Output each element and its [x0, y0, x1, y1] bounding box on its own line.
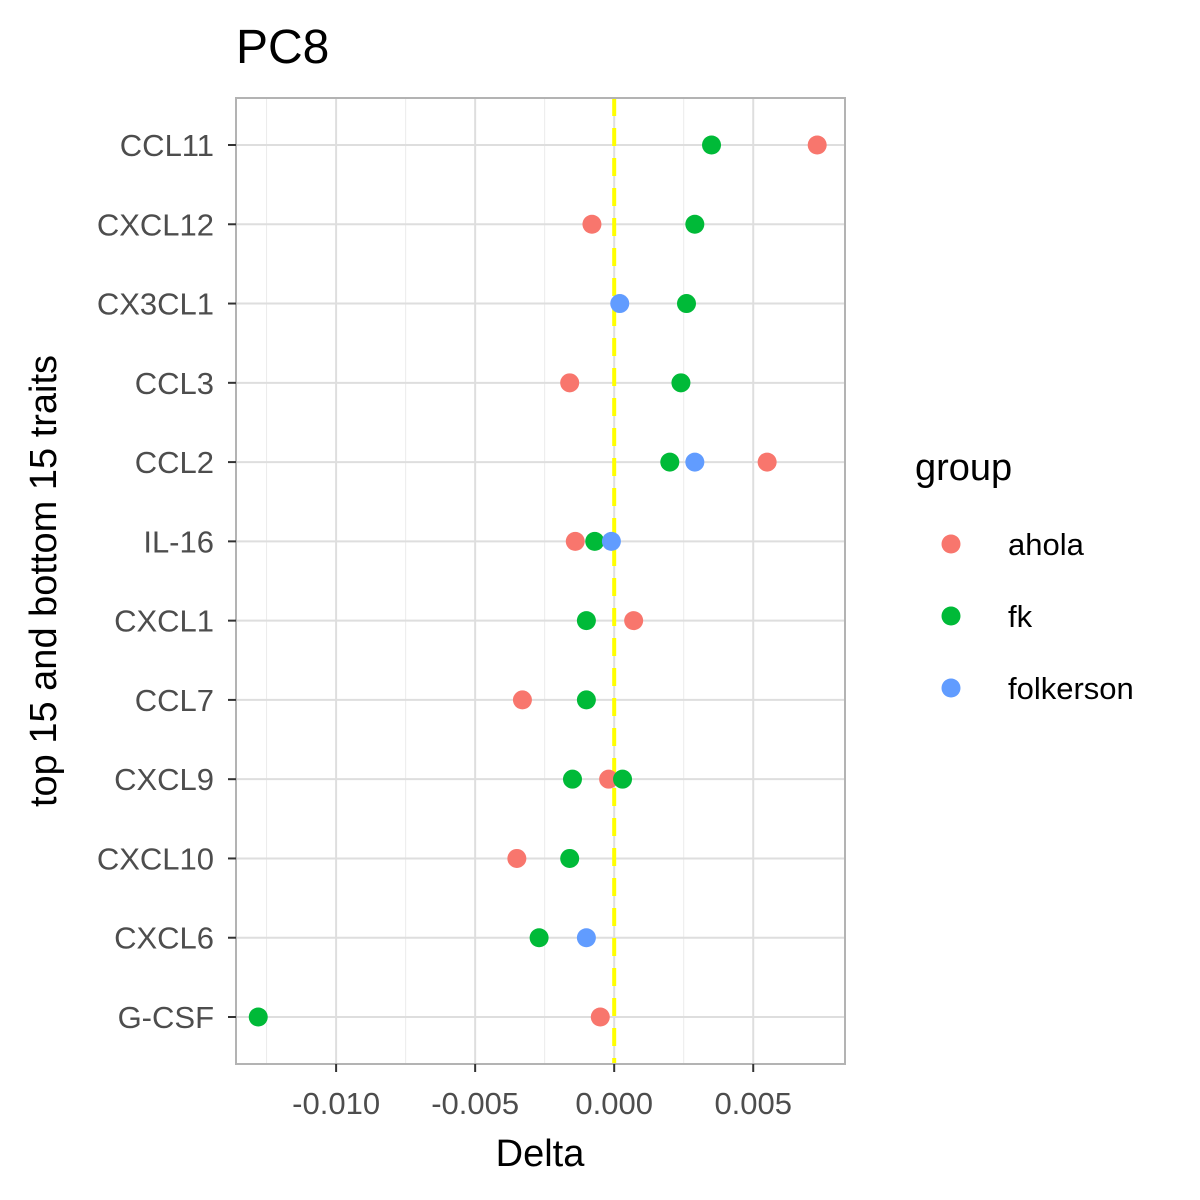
data-points: [248, 135, 827, 1027]
legend-key-ahola: [941, 534, 961, 554]
point-ahola: [757, 452, 777, 472]
point-fk: [248, 1007, 268, 1027]
y-axis-ticks: CCL11 CXCL12 CX3CL1 CCL3 CCL2 IL-16 CXCL1 CCL7 C…: [97, 128, 236, 1035]
y-tick-label: CXCL10: [97, 841, 214, 876]
x-tick-label: -0.010: [292, 1086, 380, 1121]
point-ahola: [807, 135, 827, 155]
chart-title: PC8: [236, 21, 329, 74]
point-ahola: [582, 214, 602, 234]
legend: group ahola fk folkerson: [915, 447, 1134, 706]
y-tick-label: CXCL6: [114, 921, 214, 956]
x-tick-label: 0.005: [714, 1086, 792, 1121]
x-axis-ticks: -0.010 -0.005 0.000 0.005: [292, 1064, 792, 1121]
legend-key-fk: [941, 606, 961, 626]
point-fk: [676, 294, 696, 314]
y-tick-label: IL-16: [143, 524, 214, 559]
grid-lines: [236, 98, 845, 1064]
point-fk: [613, 769, 633, 789]
point-fk: [671, 373, 691, 393]
point-ahola: [565, 531, 585, 551]
y-tick-label: CXCL12: [97, 207, 214, 242]
y-tick-label: G-CSF: [118, 1000, 214, 1035]
y-tick-label: CCL3: [135, 366, 214, 401]
point-fk: [702, 135, 722, 155]
y-tick-label: CCL7: [135, 683, 214, 718]
point-folkerson: [576, 928, 596, 948]
x-tick-label: -0.005: [431, 1086, 519, 1121]
point-fk: [585, 531, 605, 551]
point-fk: [685, 214, 705, 234]
point-fk: [576, 611, 596, 631]
legend-label-ahola: ahola: [1008, 527, 1085, 562]
plot-background: [236, 98, 845, 1064]
x-axis-label: Delta: [496, 1133, 586, 1175]
point-fk: [529, 928, 549, 948]
legend-key-folkerson: [941, 678, 961, 698]
y-axis-label: top 15 and bottom 15 traits: [23, 355, 65, 807]
point-ahola: [599, 769, 619, 789]
y-tick-label: CCL11: [120, 128, 214, 163]
point-fk: [560, 848, 580, 868]
point-fk: [576, 690, 596, 710]
point-ahola: [624, 611, 644, 631]
point-fk: [562, 769, 582, 789]
y-tick-label: CXCL9: [114, 762, 214, 797]
x-tick-label: 0.000: [575, 1086, 653, 1121]
point-folkerson: [685, 452, 705, 472]
legend-title: group: [915, 447, 1012, 489]
point-ahola: [590, 1007, 610, 1027]
point-ahola: [507, 848, 527, 868]
y-tick-label: CX3CL1: [97, 287, 214, 322]
point-folkerson: [601, 531, 621, 551]
y-tick-label: CXCL1: [114, 604, 214, 639]
point-folkerson: [610, 294, 630, 314]
legend-label-folkerson: folkerson: [1008, 671, 1134, 706]
legend-label-fk: fk: [1008, 599, 1033, 634]
plot-panel-border: [235, 97, 846, 1065]
point-ahola: [560, 373, 580, 393]
point-ahola: [512, 690, 532, 710]
point-fk: [660, 452, 680, 472]
y-tick-label: CCL2: [135, 445, 214, 480]
